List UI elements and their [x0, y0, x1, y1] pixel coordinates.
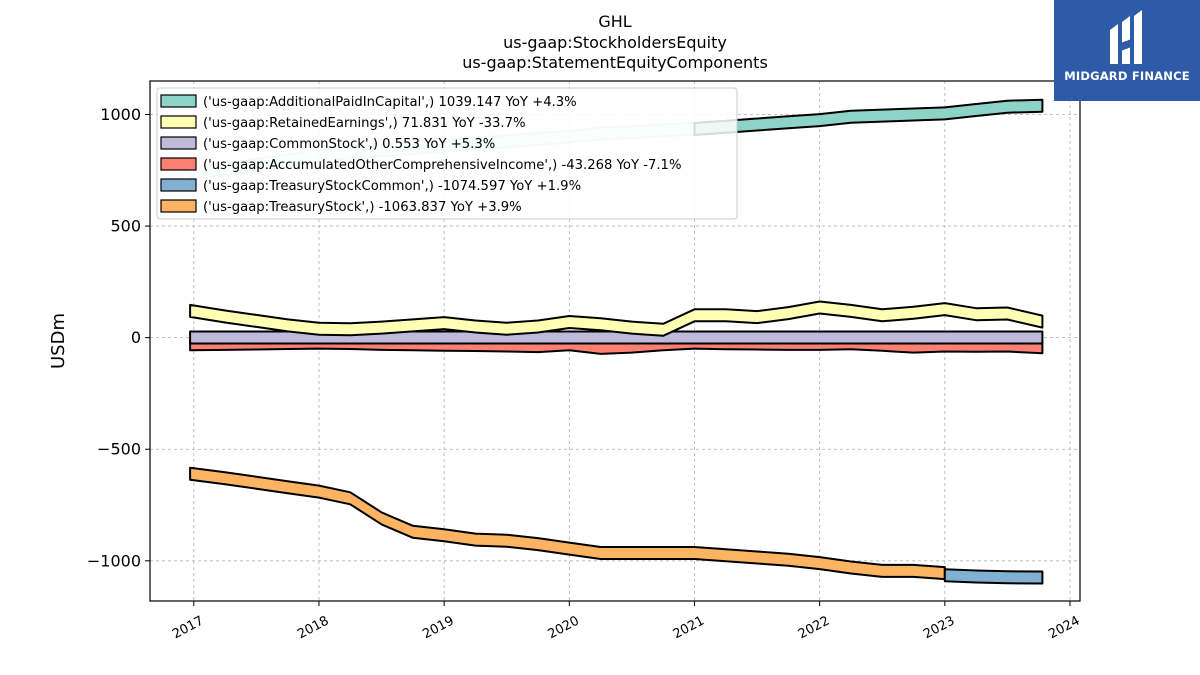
- x-tick-label: 2024: [1046, 614, 1082, 643]
- x-tick-label: 2018: [295, 614, 331, 643]
- legend-swatch: [160, 115, 197, 129]
- y-tick-label: −500: [97, 440, 141, 459]
- x-tick-label: 2022: [796, 614, 832, 643]
- legend-label: ('us-gaap:AdditionalPaidInCapital',) 103…: [203, 95, 577, 110]
- legend: ('us-gaap:AdditionalPaidInCapital',) 103…: [156, 87, 738, 220]
- y-tick-label: −1000: [87, 551, 141, 570]
- series-band: [693, 98, 1044, 136]
- x-tick-label: 2017: [170, 614, 206, 643]
- x-tick-label: 2019: [420, 614, 456, 643]
- logo-text: MIDGARD FINANCE: [1064, 69, 1190, 83]
- midgard-logo-icon: [1110, 10, 1142, 64]
- legend-label: ('us-gaap:TreasuryStockCommon',) -1074.5…: [203, 179, 581, 194]
- midgard-finance-logo: MIDGARD FINANCE: [1054, 0, 1200, 101]
- x-tick-label: 2020: [546, 614, 582, 643]
- legend-label: ('us-gaap:TreasuryStock',) -1063.837 YoY…: [203, 200, 522, 215]
- series-band: [189, 466, 946, 581]
- legend-swatch: [160, 157, 197, 171]
- legend-label: ('us-gaap:CommonStock',) 0.553 YoY +5.3%: [203, 137, 495, 152]
- chart-title-line-2: us-gaap:StockholdersEquity: [503, 33, 727, 52]
- chart-title-line-3: us-gaap:StatementEquityComponents: [462, 53, 768, 72]
- series-band: [943, 568, 1044, 585]
- y-axis-label: USDm: [48, 313, 69, 369]
- x-tick-label: 2021: [671, 614, 707, 643]
- y-tick-label: 500: [110, 217, 141, 236]
- legend-swatch: [160, 136, 197, 150]
- series-band: [189, 300, 1044, 337]
- y-tick-label: 1000: [100, 105, 141, 124]
- x-tick-label: 2023: [921, 614, 957, 643]
- legend-box: [156, 87, 738, 220]
- plot-frame: [149, 80, 1081, 602]
- chart-title-line-1: GHL: [598, 12, 631, 31]
- legend-swatch: [160, 199, 197, 213]
- legend-label: ('us-gaap:AccumulatedOtherComprehensiveI…: [203, 158, 681, 173]
- legend-label: ('us-gaap:RetainedEarnings',) 71.831 YoY…: [203, 116, 526, 131]
- y-tick-label: 0: [131, 328, 141, 347]
- legend-swatch: [160, 94, 197, 108]
- legend-swatch: [160, 178, 197, 192]
